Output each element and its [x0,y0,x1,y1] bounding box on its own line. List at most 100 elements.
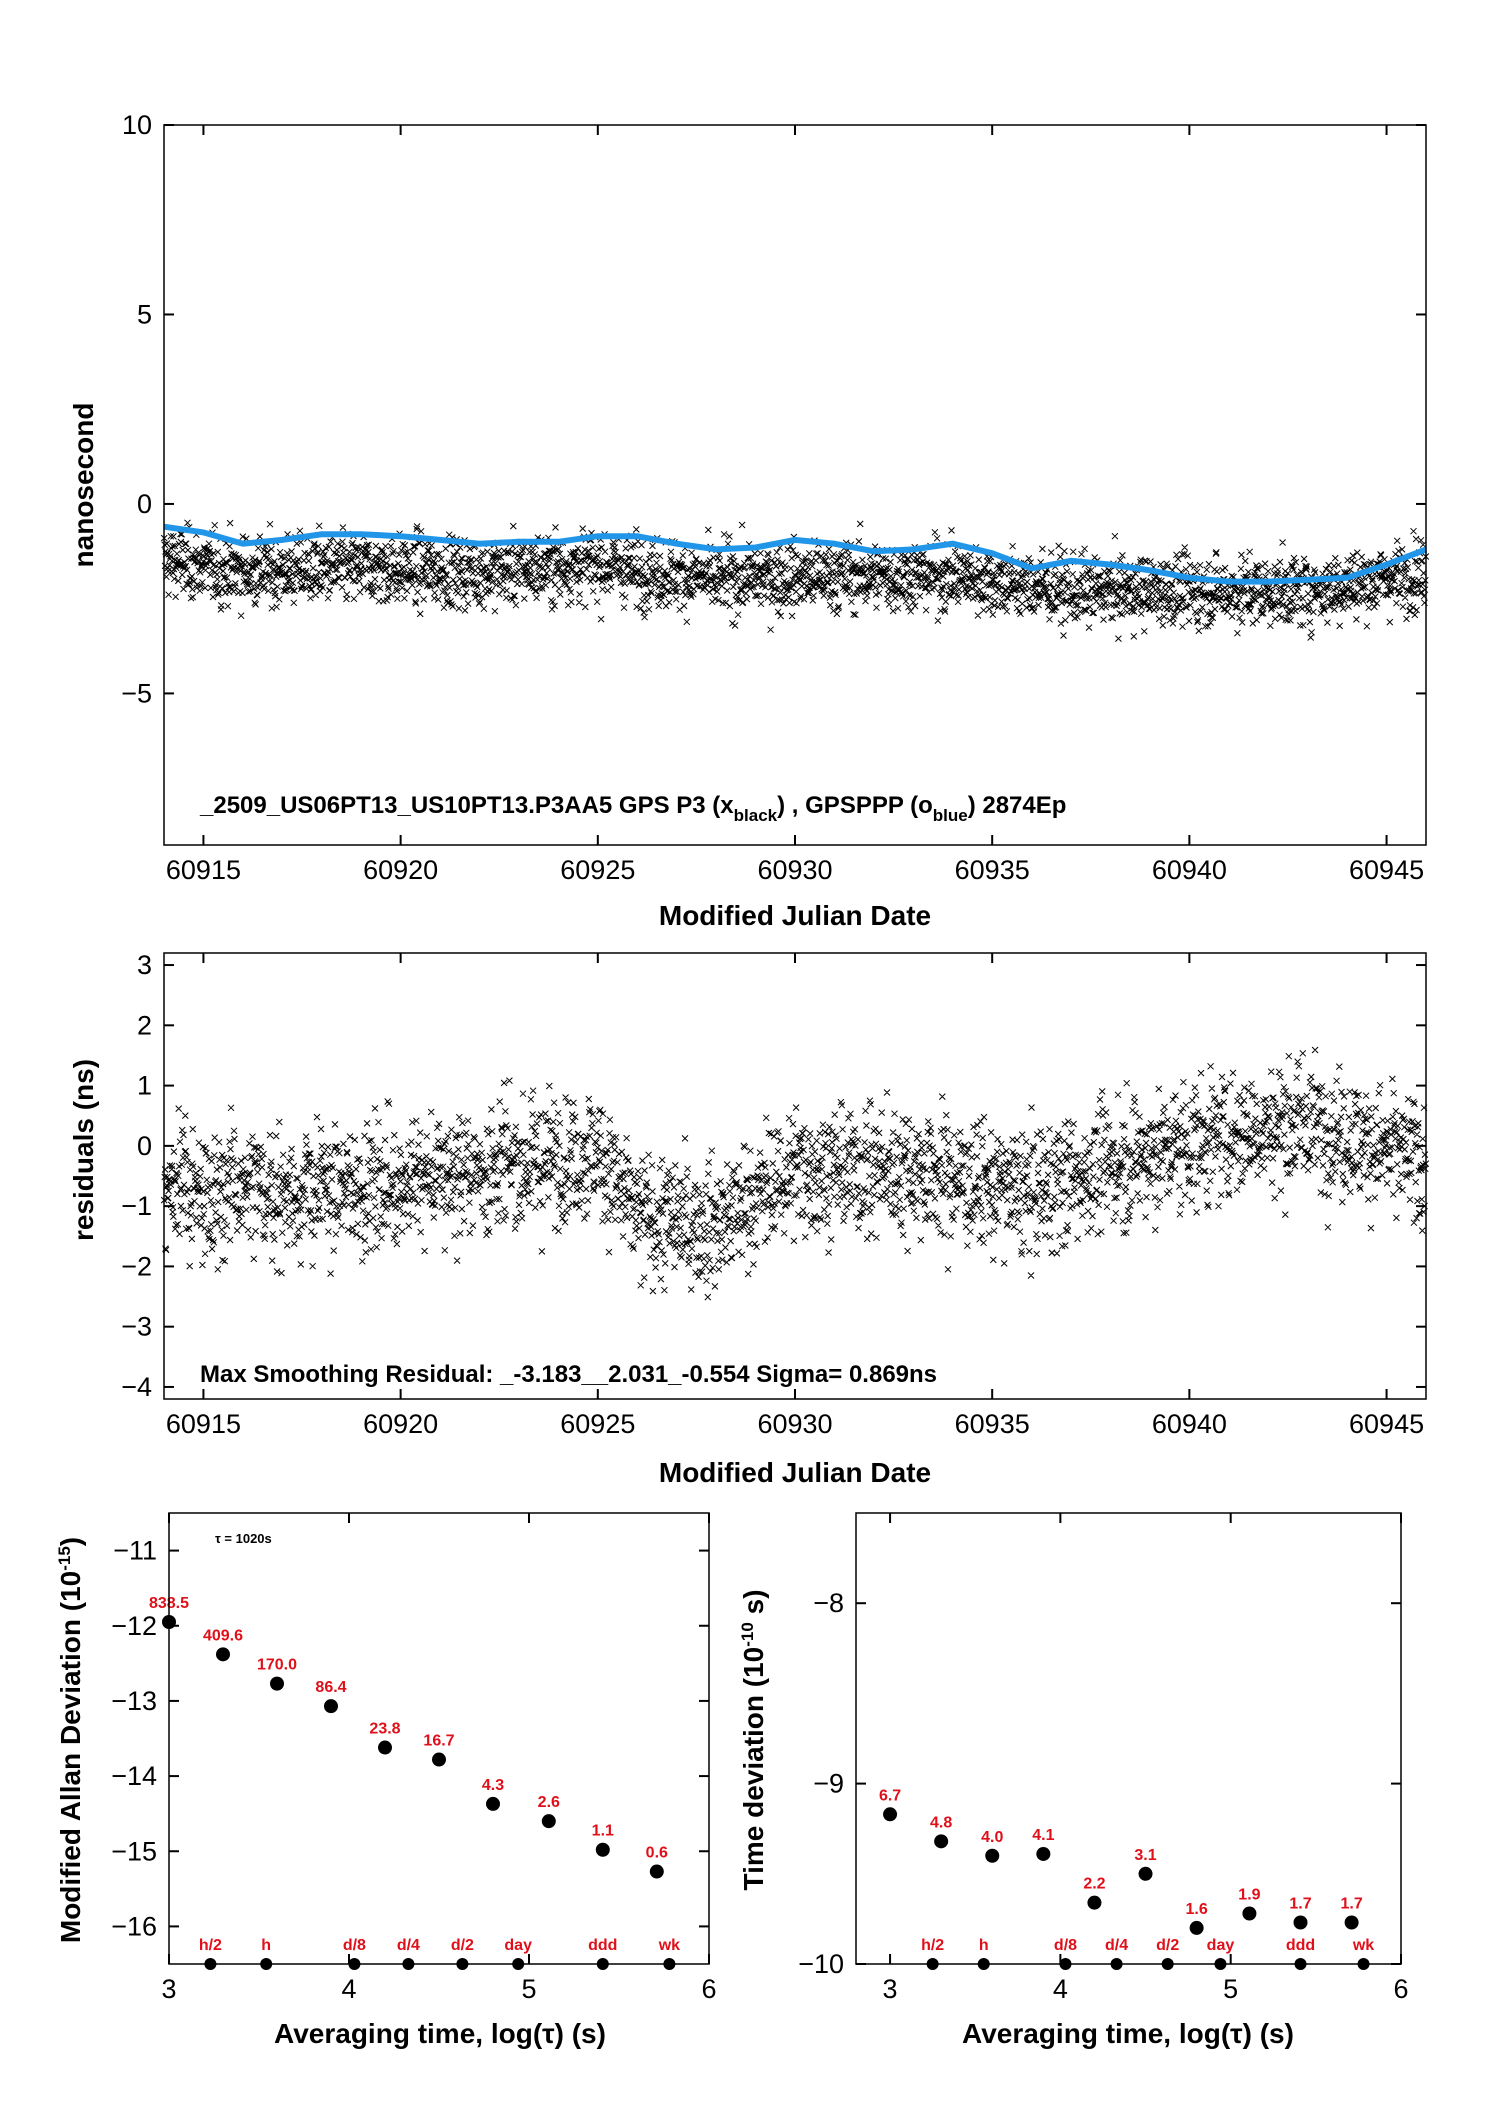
mdev-timescale-label: h/2 [199,1937,222,1954]
tdev-point [1242,1906,1257,1921]
mdev-x-axis-title: Averaging time, log(τ) (s) [274,2018,606,2049]
residuals-y-tick-label: −3 [121,1312,152,1342]
tdev-point [1138,1866,1153,1881]
tau-label: τ = 1020s [215,1531,272,1546]
mdev-point-label: 409.6 [203,1627,243,1644]
mdev-y-axis-title-main: Modified Allan Deviation (10 [55,1571,86,1943]
tdev-y-tick-label: −9 [813,1769,844,1799]
mdev-timescale-label: d/8 [343,1937,366,1954]
mdev-point-label: 4.3 [482,1777,504,1794]
mdev-y-tick-label: −12 [111,1611,157,1641]
tdev-y-tick-label: −10 [798,1949,844,1979]
tdev-point-label: 3.1 [1134,1847,1156,1864]
mdev-point [649,1864,664,1879]
residuals-annotation: Max Smoothing Residual: _-3.183__2.031_-… [200,1361,937,1388]
mdev-x-tick-label: 4 [341,1974,356,2004]
mdev-y-tick-label: −13 [111,1686,157,1716]
phase-x-tick-label: 60945 [1349,855,1424,885]
mdev-timescale-label: d/2 [451,1937,474,1954]
residuals-y-tick-label: 1 [137,1071,152,1101]
phase-x-axis-title: Modified Julian Date [659,900,931,931]
tdev-point-label: 6.7 [879,1787,901,1804]
tdev-y-tick-label: −8 [813,1588,844,1618]
mdev-timescale-label: day [504,1937,532,1954]
tdev-point-label: 4.1 [1032,1827,1054,1844]
mdev-y-tick-label: −14 [111,1761,157,1791]
residuals-y-tick-label: −1 [121,1191,152,1221]
mdev-point-label: 23.8 [369,1721,400,1738]
mdev-point [486,1796,500,1811]
mdev-timescale-label: h [261,1937,271,1954]
phase-x-tick-label: 60915 [166,855,241,885]
tdev-y-axis-title-end: s) [738,1589,769,1622]
residuals-y-tick-label: −4 [121,1372,152,1402]
mdev-point [378,1740,392,1755]
mdev-y-tick-label: −11 [113,1536,157,1566]
tdev-x-axis-title: Averaging time, log(τ) (s) [962,2018,1294,2049]
residuals-x-tick-label: 60940 [1152,1409,1227,1439]
phase-smooth-line [163,523,1428,585]
residuals-plot: 60915 60920 60925 60930 60935 60940 60945 3 2 1 0 −… [68,950,1430,1488]
mdev-y-axis-title: Modified Allan Deviation (10-15) [55,1537,86,1943]
tdev-point [883,1807,898,1822]
mdev-plot: 838.5409.6170.086.423.816.74.32.61.10.6h… [55,1512,717,2049]
mdev-x-tick-label: 3 [161,1974,176,2004]
mdev-y-tick-label: −15 [111,1836,157,1866]
mdev-point-label: 2.6 [538,1794,560,1811]
tdev-point [985,1848,1000,1863]
mdev-y-tick-label: −16 [111,1911,157,1941]
phase-annotation: _2509_US06PT13_US10PT13.P3AA5 GPS P3 (x b… [199,792,1066,825]
phase-annotation-mid: ) , GPSPPP (o [777,792,933,819]
tdev-point [1344,1915,1359,1930]
residuals-y-tick-label: 3 [137,950,152,980]
residuals-x-tick-label: 60945 [1349,1409,1424,1439]
tdev-point-label: 1.7 [1340,1896,1362,1913]
tdev-point [1036,1846,1051,1861]
phase-y-axis-title: nanosecond [68,403,99,568]
phase-y-tick-label: 5 [137,299,152,329]
tdev-point-label: 1.9 [1238,1886,1260,1903]
phase-annotation-main: _2509_US06PT13_US10PT13.P3AA5 GPS P3 (x [199,792,734,819]
tdev-x-tick-label: 3 [883,1974,898,2004]
tdev-point-label: 2.2 [1083,1876,1105,1893]
residuals-x-tick-label: 60930 [757,1409,832,1439]
tdev-plot: 6.7 4.8 4.0 4.1 2.2 3.1 1.6 1.9 1.7 1.7 h/2 h d/8 d/4… [738,1512,1409,2049]
tdev-point-label: 4.0 [981,1829,1003,1846]
phase-x-tick-label: 60920 [363,855,438,885]
tdev-y-axis-title: Time deviation (10-10 s) [738,1589,769,1890]
mdev-point [541,1814,556,1829]
tdev-plot-frame [855,1512,1402,1965]
mdev-x-tick-label: 5 [521,1974,536,2004]
tdev-point [1189,1920,1204,1935]
mdev-timescale-label: ddd [588,1937,617,1954]
phase-annotation-sub2: blue [933,806,968,825]
tdev-point [1087,1895,1102,1910]
tdev-point [934,1834,949,1849]
tdev-point-label: 1.6 [1186,1901,1208,1918]
phase-plot: 60915 60920 60925 60930 60935 60940 60945 10 5 0 −… [68,110,1430,931]
phase-annotation-end: ) 2874Ep [968,792,1067,819]
mdev-point [432,1752,446,1767]
tdev-points: 6.7 4.8 4.0 4.1 2.2 3.1 1.6 1.9 1.7 1.7 h/2 h d/8 d/4… [879,1787,1374,1970]
mdev-x-tick-label: 6 [701,1974,716,2004]
tdev-timescale-label: h/2 [921,1937,944,1954]
tdev-x-tick-label: 5 [1223,1974,1238,2004]
residuals-x-tick-label: 60915 [166,1409,241,1439]
mdev-point [216,1647,230,1662]
phase-y-tick-label: 0 [137,489,152,519]
tdev-timescale-label: h [979,1937,989,1954]
tdev-point-label: 4.8 [930,1814,952,1831]
mdev-point-label: 86.4 [315,1679,346,1696]
tdev-timescale-label: d/2 [1156,1937,1179,1954]
mdev-point-label: 170.0 [257,1657,297,1674]
mdev-y-axis-title-end: ) [55,1537,86,1546]
phase-x-tick-label: 60940 [1152,855,1227,885]
residuals-x-axis-title: Modified Julian Date [659,1457,931,1488]
mdev-point-label: 1.1 [592,1823,614,1840]
tdev-x-tick-label: 4 [1053,1974,1068,2004]
residuals-y-tick-label: 2 [137,1010,152,1040]
residuals-y-tick-label: 0 [137,1131,152,1161]
phase-y-tick-label: 10 [122,110,152,140]
tdev-timescale-label: d/4 [1105,1937,1128,1954]
mdev-point-label: 0.6 [646,1845,668,1862]
